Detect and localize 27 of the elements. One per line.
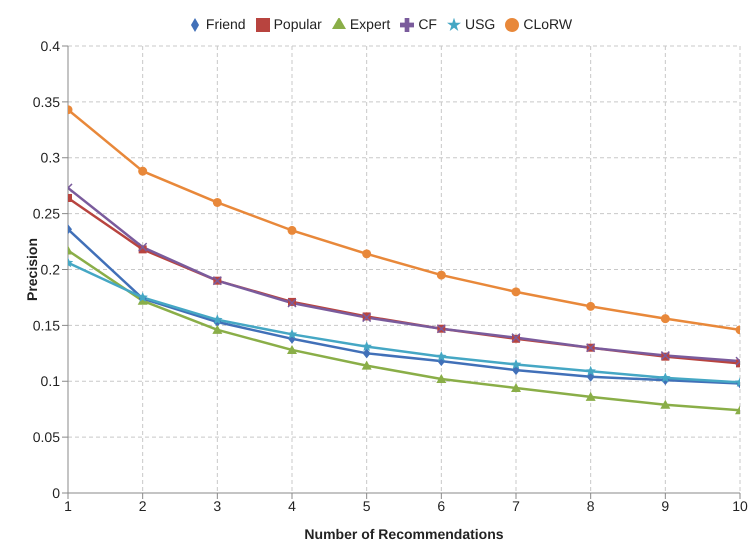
legend-label: Popular (274, 16, 322, 32)
x-tick-label: 2 (138, 498, 147, 514)
x-tick-label: 3 (213, 498, 222, 514)
legend-label: Expert (350, 16, 390, 32)
y-tick-label: 0.2 (40, 261, 60, 278)
x-tick-label: 8 (586, 498, 595, 514)
x-tick-label: 9 (661, 498, 670, 514)
x-tick-label: 6 (437, 498, 446, 514)
y-axis-title: Precision (24, 238, 40, 302)
y-tick-label: 0.35 (32, 94, 60, 110)
x-tick-label: 7 (512, 498, 520, 514)
legend-label: CLoRW (523, 16, 572, 32)
y-tick-label: 0 (52, 484, 60, 501)
y-tick-label: 0.05 (32, 429, 60, 446)
x-tick-label: 1 (64, 498, 72, 514)
legend-label: USG (464, 16, 496, 32)
y-tick-label: 0.1 (40, 373, 60, 390)
y-tick-label: 0.4 (40, 38, 60, 54)
x-tick-label: 5 (362, 498, 371, 514)
legend-label: CF (418, 16, 437, 32)
x-tick-label: 10 (732, 498, 748, 514)
x-tick-label: 4 (288, 498, 296, 514)
x-axis-title: Number of Recommendations (304, 526, 504, 542)
legend-label: Friend (206, 16, 246, 32)
y-tick-label: 0.25 (32, 206, 60, 222)
y-tick-label: 0.15 (32, 317, 60, 334)
y-tick-label: 0.3 (40, 150, 60, 166)
